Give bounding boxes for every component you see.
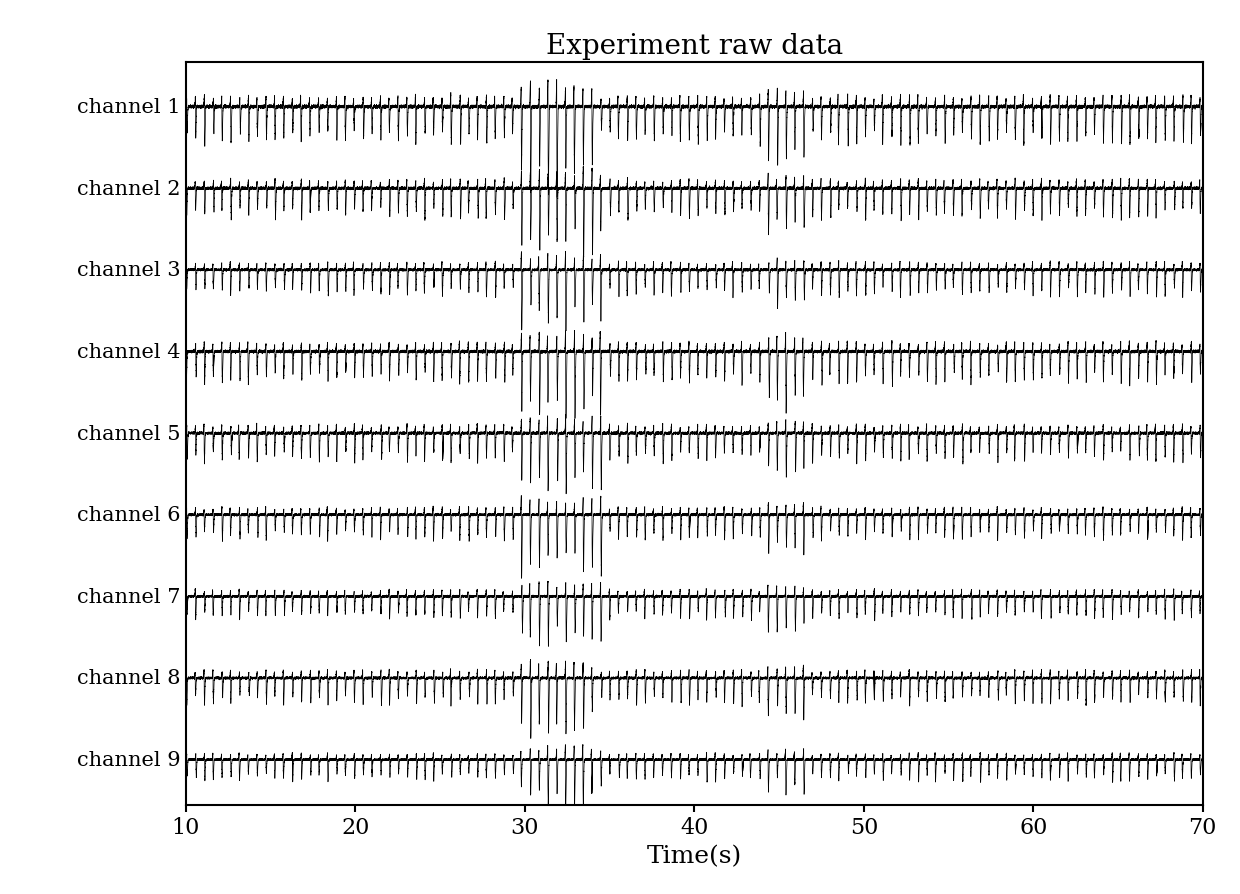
Text: channel 9: channel 9 xyxy=(77,750,181,769)
Title: Experiment raw data: Experiment raw data xyxy=(546,33,843,60)
X-axis label: Time(s): Time(s) xyxy=(647,844,742,867)
Text: channel 2: channel 2 xyxy=(77,180,181,198)
Text: channel 7: channel 7 xyxy=(77,587,181,606)
Text: channel 1: channel 1 xyxy=(77,98,181,117)
Text: channel 8: channel 8 xyxy=(77,669,181,687)
Text: channel 4: channel 4 xyxy=(77,342,181,361)
Text: channel 6: channel 6 xyxy=(77,506,181,525)
Text: channel 3: channel 3 xyxy=(77,261,181,280)
Text: channel 5: channel 5 xyxy=(77,424,181,443)
